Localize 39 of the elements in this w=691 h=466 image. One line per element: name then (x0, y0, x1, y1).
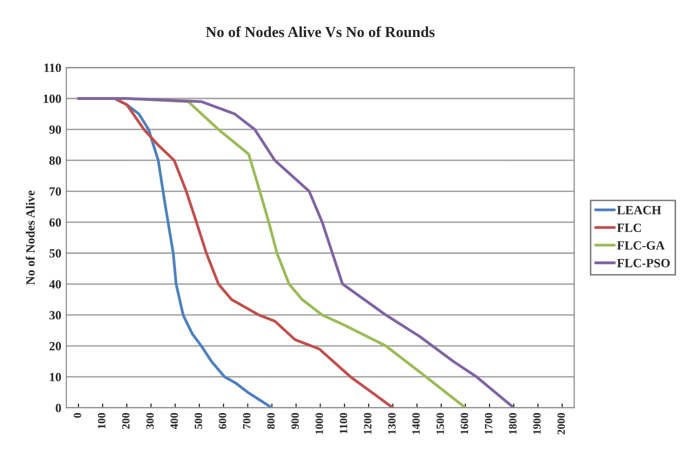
x-tick-label: 100 (98, 413, 106, 428)
x-tick-label: 700 (243, 413, 251, 429)
x-tick-label: 200 (122, 413, 130, 429)
x-tick-label: 2000 (557, 413, 565, 434)
x-tick-label: 1100 (340, 413, 348, 434)
x-tick-label: 1300 (388, 413, 396, 434)
x-tick-label: 1400 (412, 413, 420, 434)
x-tick-label: 800 (267, 413, 275, 429)
x-tick-label: 900 (291, 413, 299, 429)
y-tick-label: 10 (50, 372, 61, 382)
y-tick-label: 70 (50, 187, 61, 196)
x-tick-label: 400 (170, 413, 178, 430)
y-tick-label: 20 (50, 342, 61, 350)
legend-label: FLC-GA (617, 241, 665, 250)
x-tick-label: 1900 (533, 413, 541, 434)
x-tick-label: 1500 (436, 413, 444, 434)
y-axis-title: No of Nodes Alive (26, 190, 35, 285)
x-tick-label: 0 (74, 413, 82, 418)
y-tick-label: 50 (49, 249, 61, 258)
y-tick-label: 100 (44, 94, 61, 103)
chart-title: No of Nodes Alive Vs No of Rounds (206, 26, 435, 38)
x-tick-label: 1800 (509, 413, 517, 434)
x-tick-label: 1200 (364, 413, 372, 434)
x-tick-label: 500 (194, 413, 202, 429)
x-tick-label: 1700 (484, 413, 492, 434)
x-tick-label: 1000 (316, 413, 324, 434)
y-tick-label: 40 (49, 280, 61, 289)
y-tick-label: 110 (44, 64, 61, 72)
x-tick-label: 600 (218, 413, 226, 429)
y-tick-label: 60 (49, 218, 61, 227)
y-tick-label: 90 (49, 125, 61, 134)
y-tick-label: 80 (49, 156, 61, 165)
x-tick-label: 1600 (460, 413, 468, 434)
x-tick-label: 300 (146, 413, 154, 429)
y-tick-label: 0 (56, 404, 61, 412)
legend-label: FLC (617, 224, 641, 232)
legend-label: LEACH (617, 206, 662, 214)
y-tick-label: 30 (49, 311, 61, 320)
legend-label: FLC-PSO (617, 258, 670, 268)
